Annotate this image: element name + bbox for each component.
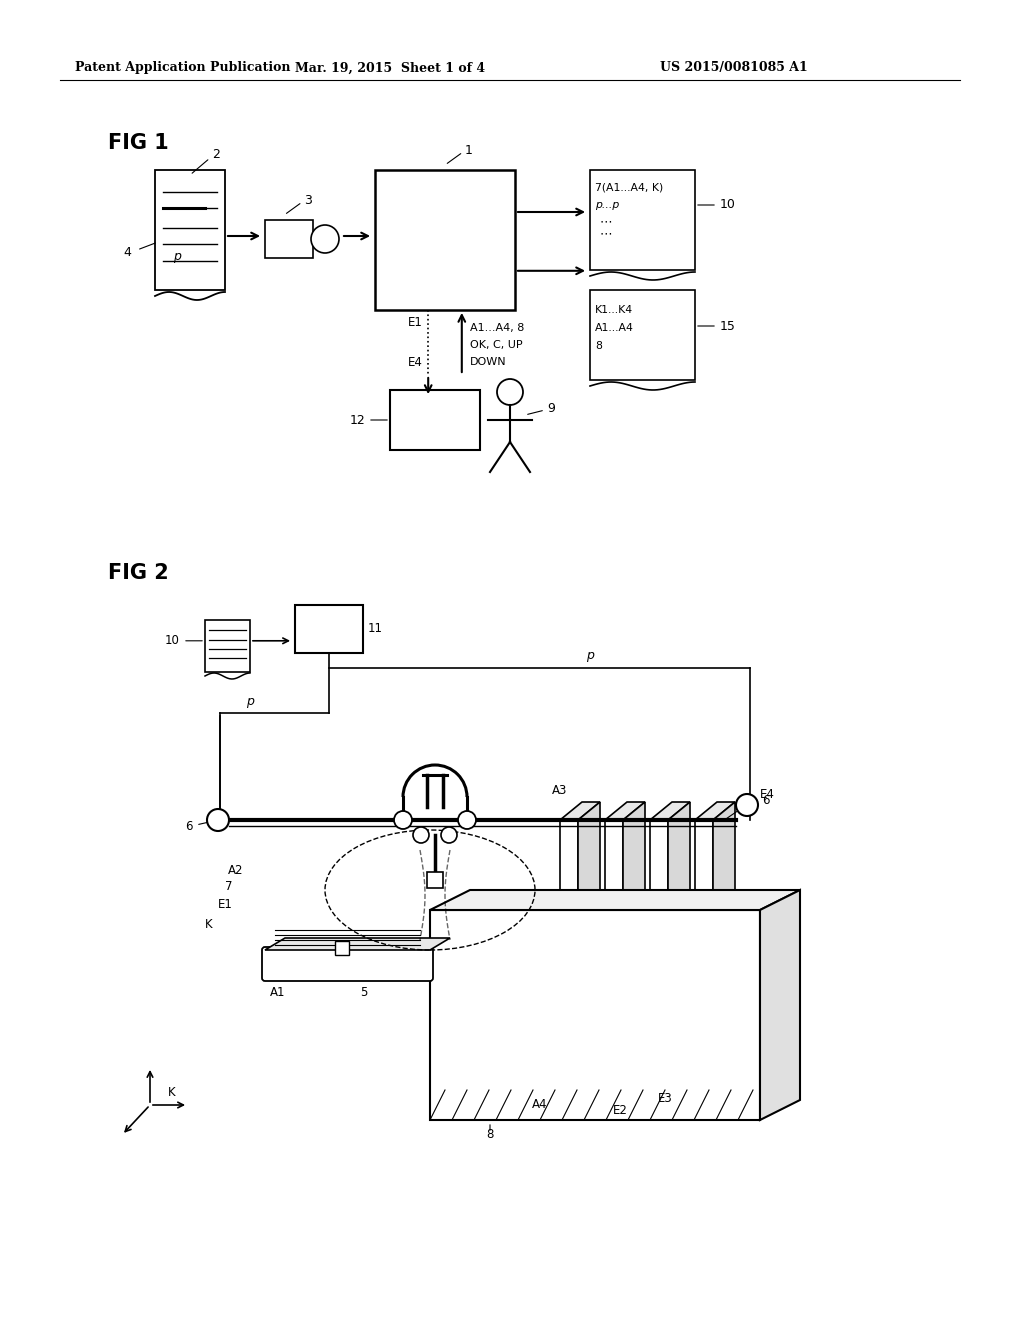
Polygon shape bbox=[605, 803, 645, 820]
Polygon shape bbox=[560, 803, 600, 820]
Circle shape bbox=[458, 810, 476, 829]
Text: K: K bbox=[205, 919, 213, 932]
Text: A3: A3 bbox=[552, 784, 567, 796]
Polygon shape bbox=[760, 890, 800, 1119]
Text: OK, C, UP: OK, C, UP bbox=[470, 341, 522, 350]
Text: K: K bbox=[168, 1086, 176, 1100]
Text: E1: E1 bbox=[409, 315, 423, 329]
Circle shape bbox=[207, 809, 229, 832]
Text: 12: 12 bbox=[349, 413, 365, 426]
Text: ⋯: ⋯ bbox=[600, 227, 612, 240]
Polygon shape bbox=[605, 803, 645, 820]
Polygon shape bbox=[578, 803, 600, 1100]
Text: 7: 7 bbox=[225, 880, 232, 894]
Text: E3: E3 bbox=[657, 1093, 673, 1106]
Text: A4: A4 bbox=[532, 1098, 548, 1111]
Text: 8: 8 bbox=[595, 341, 602, 351]
Polygon shape bbox=[713, 803, 735, 1100]
Bar bbox=[427, 873, 443, 888]
Text: E4: E4 bbox=[409, 356, 423, 370]
Circle shape bbox=[441, 828, 457, 843]
Bar bbox=[335, 941, 349, 954]
Text: 10: 10 bbox=[165, 635, 180, 647]
Polygon shape bbox=[650, 803, 690, 820]
Text: FIG 2: FIG 2 bbox=[108, 564, 169, 583]
Text: 11: 11 bbox=[368, 623, 383, 635]
Text: A2: A2 bbox=[228, 863, 244, 876]
Text: A1: A1 bbox=[270, 986, 286, 999]
Polygon shape bbox=[623, 803, 645, 1100]
Text: 1: 1 bbox=[465, 144, 473, 157]
Text: Patent Application Publication: Patent Application Publication bbox=[75, 62, 291, 74]
Text: E2: E2 bbox=[612, 1104, 628, 1117]
Text: A1...A4: A1...A4 bbox=[595, 323, 634, 333]
Text: p: p bbox=[173, 249, 181, 263]
Polygon shape bbox=[650, 820, 668, 1100]
Polygon shape bbox=[668, 803, 690, 1100]
Text: E4: E4 bbox=[760, 788, 775, 801]
Circle shape bbox=[736, 795, 758, 816]
Polygon shape bbox=[430, 890, 800, 909]
Polygon shape bbox=[605, 820, 623, 1100]
Polygon shape bbox=[265, 939, 450, 950]
Circle shape bbox=[413, 828, 429, 843]
Polygon shape bbox=[695, 803, 735, 820]
Bar bbox=[590, 290, 695, 380]
Circle shape bbox=[497, 379, 523, 405]
Bar bbox=[375, 170, 515, 310]
Text: 6: 6 bbox=[762, 793, 769, 807]
Text: ⋯: ⋯ bbox=[600, 215, 612, 228]
Polygon shape bbox=[695, 820, 713, 1100]
Bar bbox=[205, 620, 250, 672]
Text: 3: 3 bbox=[304, 194, 312, 206]
Circle shape bbox=[394, 810, 412, 829]
Text: 7(A1...A4, K): 7(A1...A4, K) bbox=[595, 183, 664, 193]
Text: 9: 9 bbox=[547, 401, 555, 414]
Text: p: p bbox=[246, 694, 254, 708]
Text: E1: E1 bbox=[218, 898, 232, 911]
Polygon shape bbox=[430, 909, 760, 1119]
Bar bbox=[390, 389, 480, 450]
Circle shape bbox=[311, 224, 339, 253]
Text: US 2015/0081085 A1: US 2015/0081085 A1 bbox=[660, 62, 808, 74]
FancyBboxPatch shape bbox=[262, 946, 433, 981]
Text: 15: 15 bbox=[720, 319, 736, 333]
Text: DOWN: DOWN bbox=[470, 356, 507, 367]
Bar bbox=[590, 170, 695, 271]
Text: p...p: p...p bbox=[595, 201, 620, 210]
Bar bbox=[155, 170, 225, 290]
Text: FIG 1: FIG 1 bbox=[108, 133, 169, 153]
Polygon shape bbox=[560, 803, 600, 820]
Text: p: p bbox=[586, 649, 594, 663]
FancyBboxPatch shape bbox=[265, 220, 313, 257]
Text: 4: 4 bbox=[123, 246, 131, 259]
Text: Mar. 19, 2015  Sheet 1 of 4: Mar. 19, 2015 Sheet 1 of 4 bbox=[295, 62, 485, 74]
Text: A1...A4, 8: A1...A4, 8 bbox=[470, 323, 524, 333]
Polygon shape bbox=[650, 803, 690, 820]
Polygon shape bbox=[560, 820, 578, 1100]
Text: 2: 2 bbox=[212, 149, 220, 161]
Polygon shape bbox=[695, 803, 735, 820]
Text: 10: 10 bbox=[720, 198, 736, 211]
Text: 6: 6 bbox=[185, 821, 193, 833]
Text: K1...K4: K1...K4 bbox=[595, 305, 633, 315]
Text: 8: 8 bbox=[486, 1129, 494, 1142]
Bar bbox=[295, 605, 362, 653]
Text: 5: 5 bbox=[360, 986, 368, 999]
